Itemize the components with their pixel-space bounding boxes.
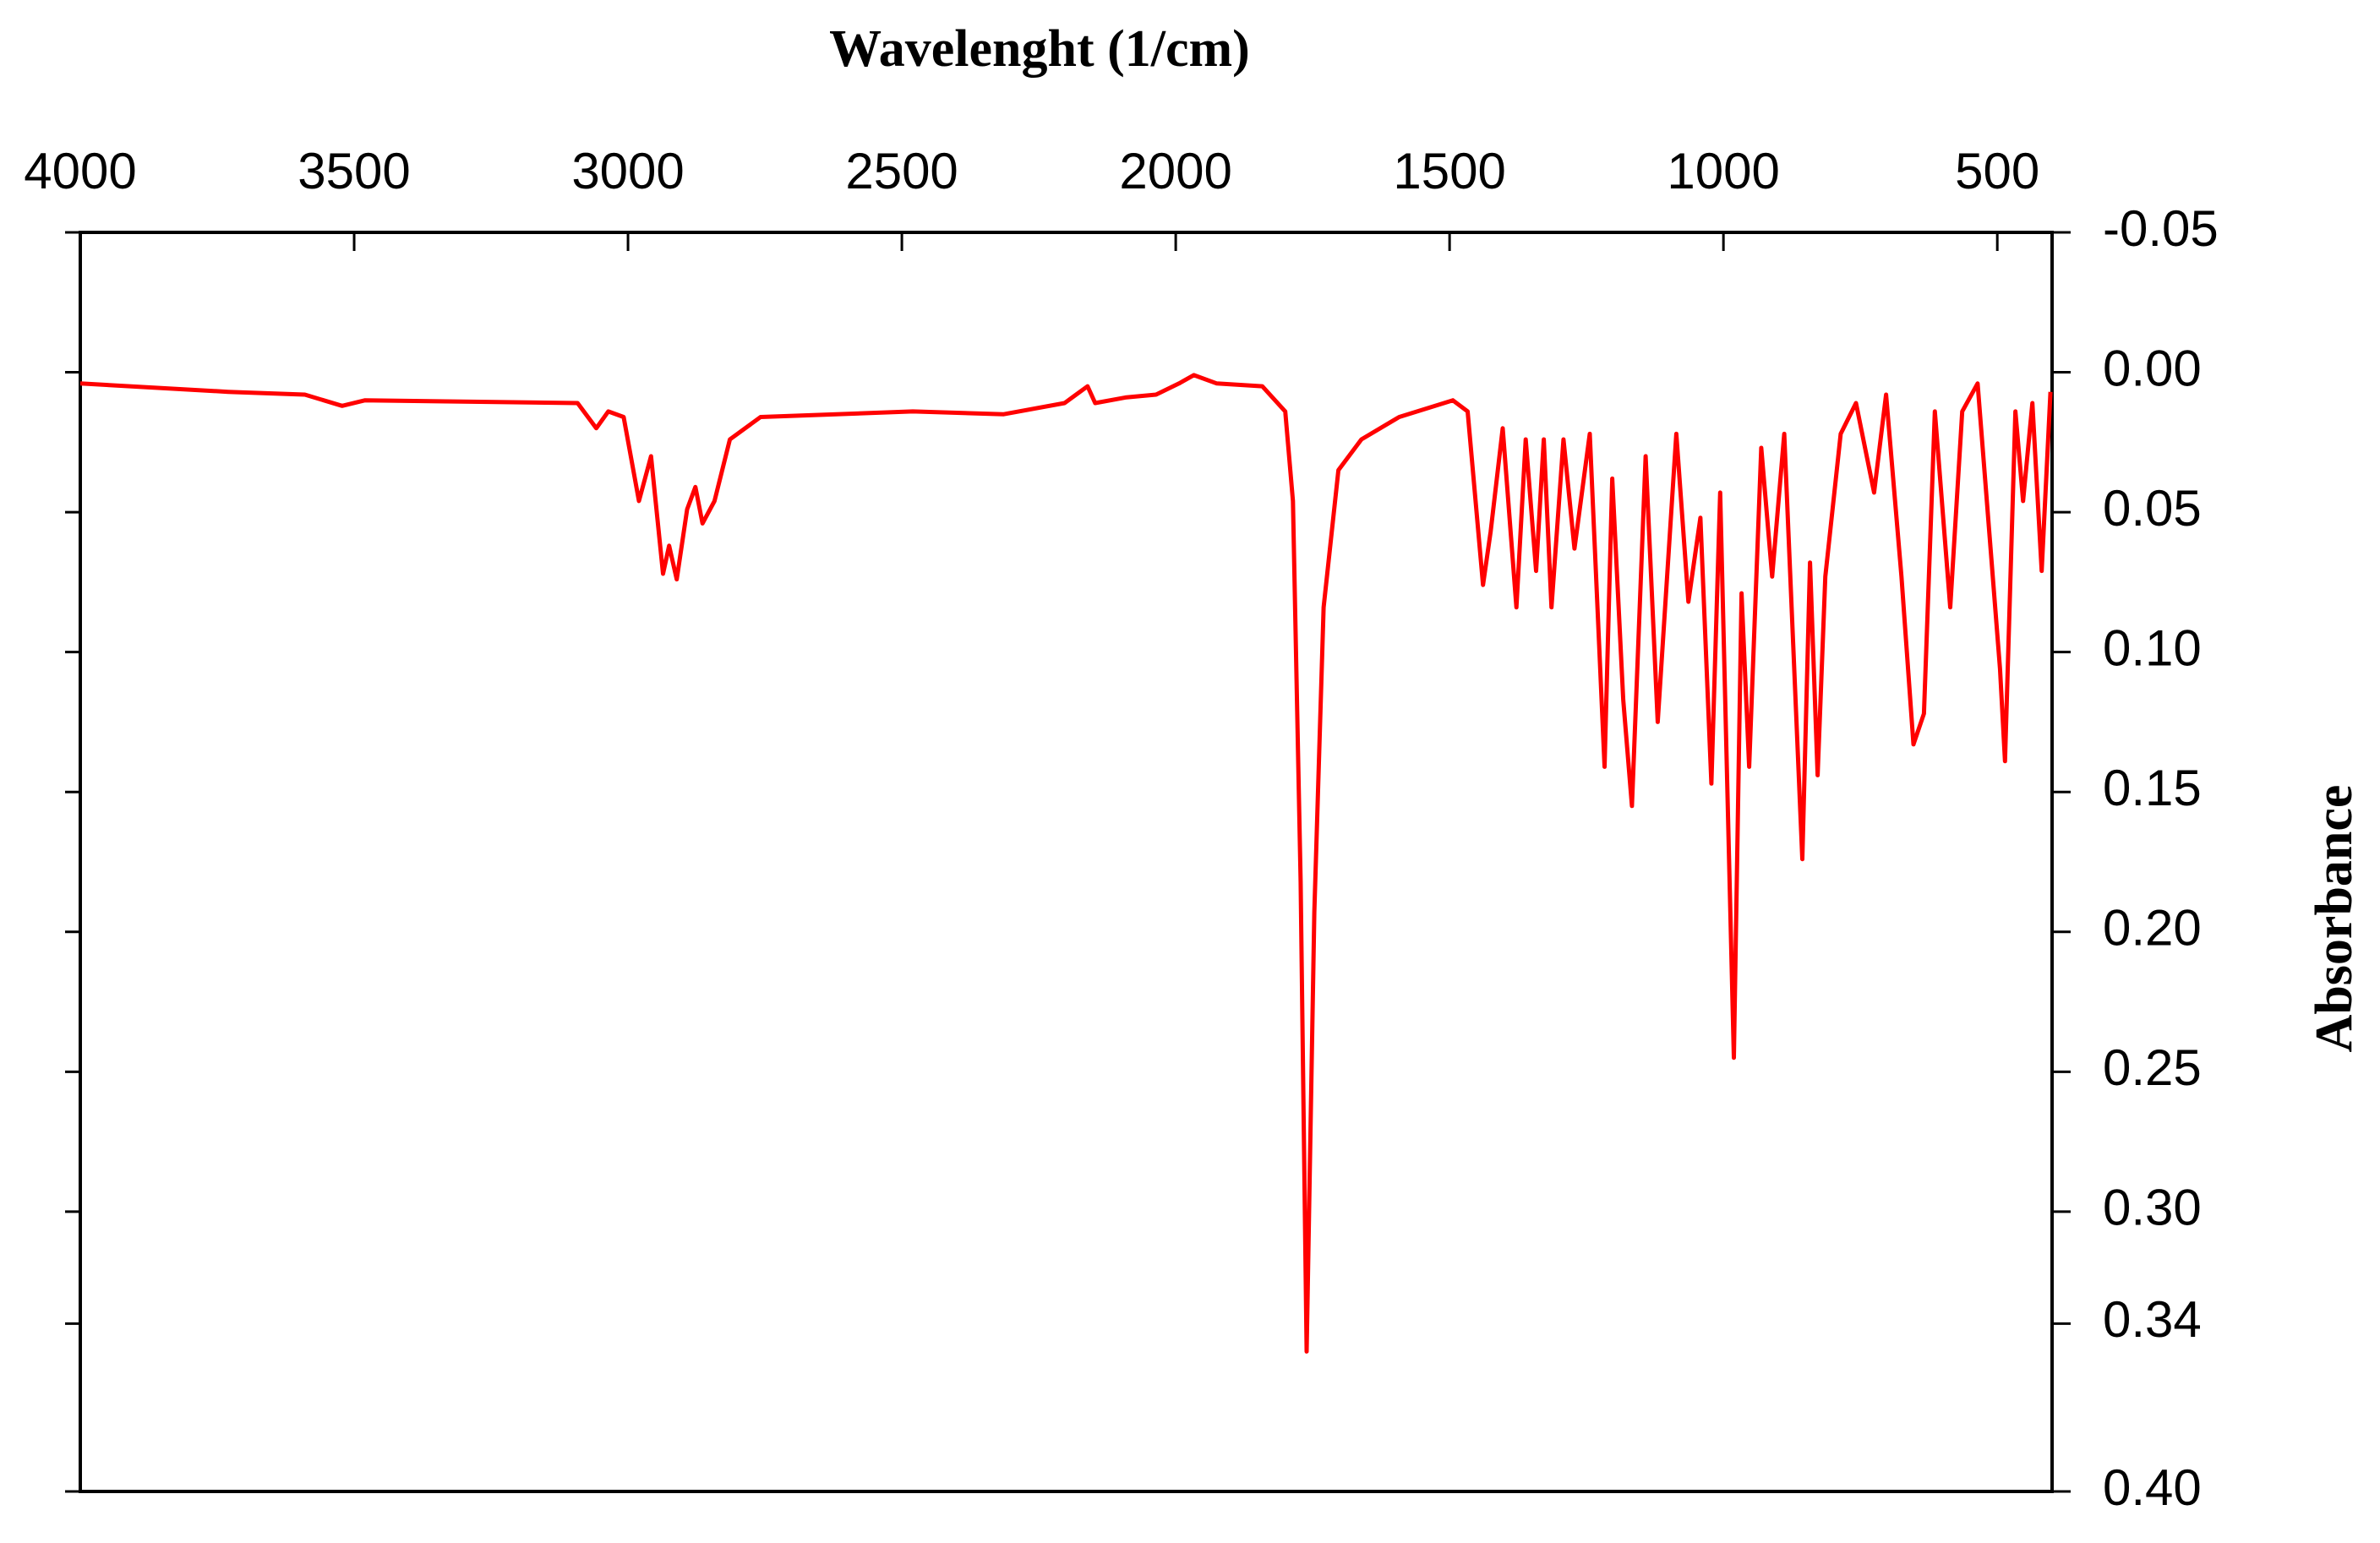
plot-frame	[79, 231, 2054, 1493]
y-tick-label: 0.00	[2103, 340, 2202, 396]
x-tick-label: 3500	[298, 143, 410, 199]
x-tick-label: 2000	[1119, 143, 1231, 199]
y-tick-label: 0.25	[2103, 1039, 2202, 1096]
y-tick-label: -0.05	[2103, 200, 2219, 257]
x-tick-label: 4000	[24, 143, 136, 199]
x-tick-label: 500	[1955, 143, 2039, 199]
y-tick-label: 0.34	[2103, 1291, 2202, 1348]
y-tick-label: 0.05	[2103, 480, 2202, 537]
y-tick-label: 0.30	[2103, 1180, 2202, 1236]
x-tick-label: 2500	[845, 143, 958, 199]
y-tick-label: 0.15	[2103, 760, 2202, 816]
y-tick-label: 0.40	[2103, 1459, 2202, 1516]
y-tick-label: 0.10	[2103, 620, 2202, 677]
spectrum-line	[79, 373, 2053, 1354]
x-axis-title: Wavelenght (1/cm)	[829, 20, 1250, 78]
y-axis-title: Absorbance	[2306, 785, 2363, 1053]
x-tick-label: 3000	[571, 143, 684, 199]
y-tick-label: 0.20	[2103, 900, 2202, 957]
x-tick-label: 1500	[1393, 143, 1505, 199]
x-tick-label: 1000	[1667, 143, 1779, 199]
